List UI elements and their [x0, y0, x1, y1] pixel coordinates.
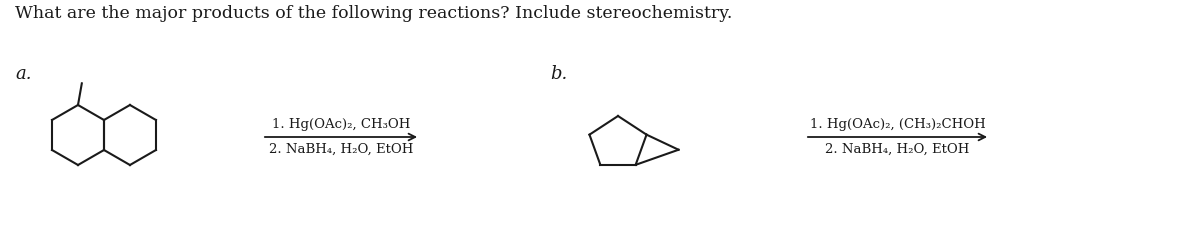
Text: 1. Hg(OAc)₂, CH₃OH: 1. Hg(OAc)₂, CH₃OH	[272, 118, 410, 131]
Text: 1. Hg(OAc)₂, (CH₃)₂CHOH: 1. Hg(OAc)₂, (CH₃)₂CHOH	[810, 118, 985, 131]
Text: What are the major products of the following reactions? Include stereochemistry.: What are the major products of the follo…	[14, 5, 732, 22]
Text: b.: b.	[550, 65, 568, 83]
Text: a.: a.	[14, 65, 31, 83]
Text: 2. NaBH₄, H₂O, EtOH: 2. NaBH₄, H₂O, EtOH	[826, 143, 970, 156]
Text: 2. NaBH₄, H₂O, EtOH: 2. NaBH₄, H₂O, EtOH	[269, 143, 413, 156]
